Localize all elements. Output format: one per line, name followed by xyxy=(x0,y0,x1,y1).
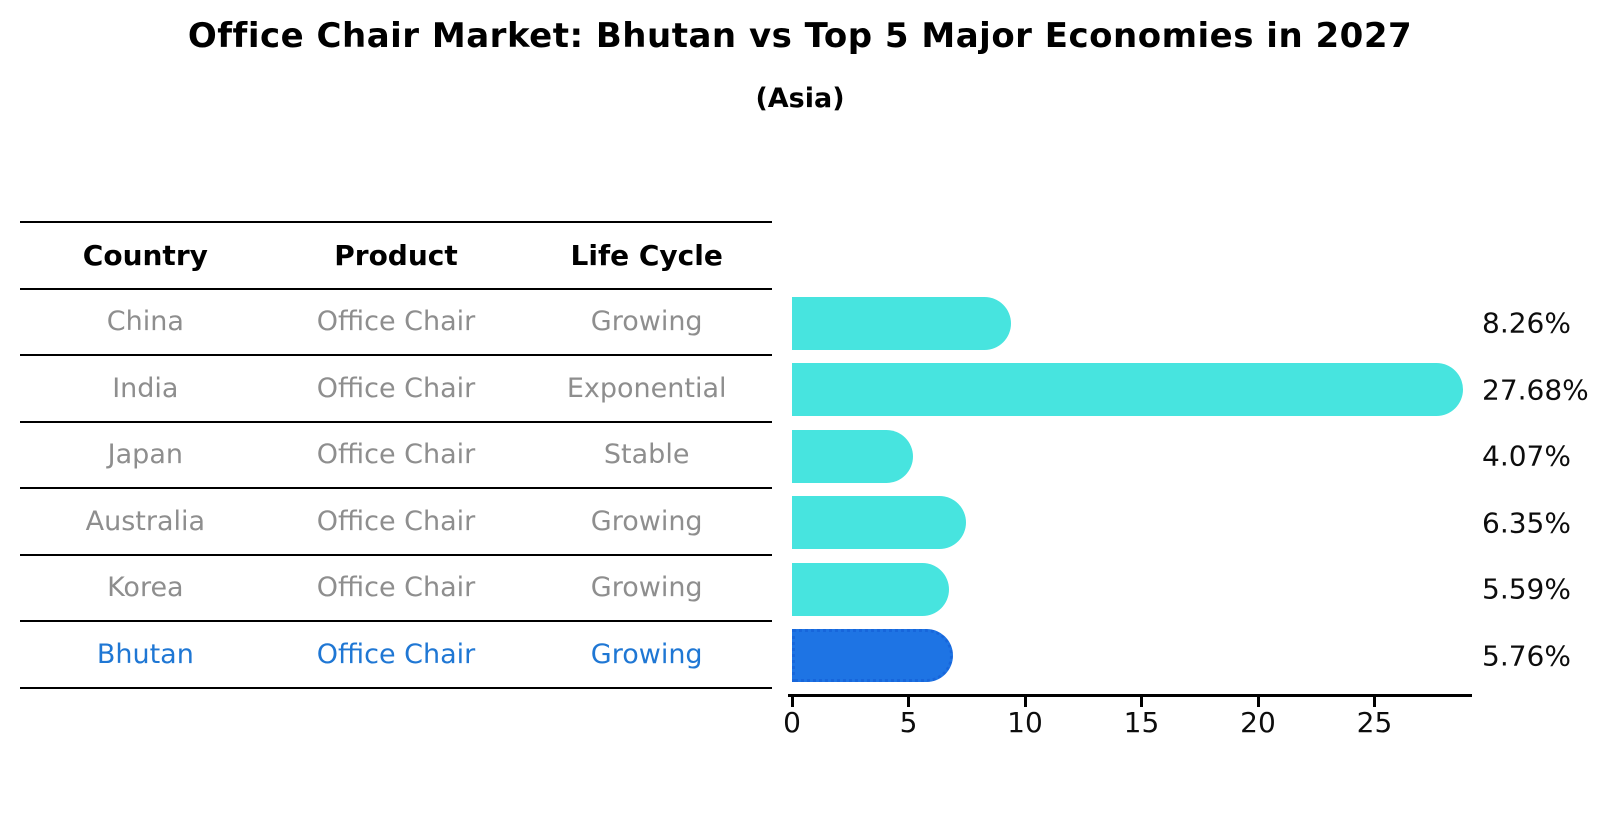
bar-australia xyxy=(792,496,967,549)
header-product: Product xyxy=(334,238,458,272)
cell-product: Office Chair xyxy=(316,505,476,537)
cell-life-cycle: Exponential xyxy=(566,372,727,404)
value-label-china: 8.26% xyxy=(1482,306,1571,340)
table-header-row: Country Product Life Cycle xyxy=(20,223,772,290)
chart-title: Office Chair Market: Bhutan vs Top 5 Maj… xyxy=(187,16,1413,56)
x-axis-tick-label: 0 xyxy=(783,706,801,739)
x-axis-tick xyxy=(1140,697,1143,707)
bar-korea xyxy=(792,562,949,616)
x-axis-tick-label: 15 xyxy=(1123,706,1160,739)
table-row-korea: Korea Office Chair Growing xyxy=(20,556,772,622)
cell-product: Office Chair xyxy=(316,638,476,670)
table-row-india: India Office Chair Exponential xyxy=(20,356,772,423)
cell-life-cycle: Growing xyxy=(590,638,703,670)
value-label-bhutan: 5.76% xyxy=(1482,639,1571,673)
table-row-china: China Office Chair Growing xyxy=(20,290,772,356)
x-axis-tick-label: 10 xyxy=(1007,706,1043,739)
table-row-bhutan: Bhutan Office Chair Growing xyxy=(20,622,772,689)
x-axis-tick-label: 25 xyxy=(1356,706,1393,739)
cell-product: Office Chair xyxy=(316,306,476,338)
cell-country: Korea xyxy=(107,572,184,604)
value-label-korea: 5.59% xyxy=(1482,572,1571,606)
value-label-india: 27.68% xyxy=(1482,373,1589,407)
cell-product: Office Chair xyxy=(316,372,476,404)
bar-china xyxy=(792,296,1011,350)
value-label-australia: 6.35% xyxy=(1482,506,1571,540)
cell-life-cycle: Stable xyxy=(603,439,690,471)
cell-country: Japan xyxy=(107,439,183,471)
country-table: Country Product Life Cycle China Office … xyxy=(20,221,772,689)
cell-life-cycle: Growing xyxy=(590,505,703,537)
x-axis-line xyxy=(788,694,1472,697)
x-axis-tick xyxy=(1373,697,1376,707)
cell-product: Office Chair xyxy=(316,439,476,471)
bar-india xyxy=(792,363,1464,416)
x-axis-tick-label: 20 xyxy=(1240,706,1276,739)
bar-japan xyxy=(792,429,914,483)
x-axis-tick xyxy=(907,697,910,707)
header-life-cycle: Life Cycle xyxy=(570,238,723,272)
x-axis-tick xyxy=(790,697,794,707)
cell-country: India xyxy=(112,372,179,404)
table-row-australia: Australia Office Chair Growing xyxy=(20,489,772,556)
cell-life-cycle: Growing xyxy=(590,572,703,604)
table-row-japan: Japan Office Chair Stable xyxy=(20,423,772,489)
x-axis-tick-label: 5 xyxy=(899,706,918,739)
chart-subtitle: (Asia) xyxy=(755,83,845,114)
cell-product: Office Chair xyxy=(316,572,476,604)
header-country: Country xyxy=(82,238,208,272)
x-axis-tick xyxy=(1256,697,1260,707)
cell-life-cycle: Growing xyxy=(590,306,703,338)
cell-country: Bhutan xyxy=(96,638,194,670)
x-axis-tick xyxy=(1023,697,1027,707)
bar-bhutan xyxy=(792,629,953,682)
cell-country: China xyxy=(106,306,184,338)
value-label-japan: 4.07% xyxy=(1482,439,1571,473)
cell-country: Australia xyxy=(85,505,206,537)
